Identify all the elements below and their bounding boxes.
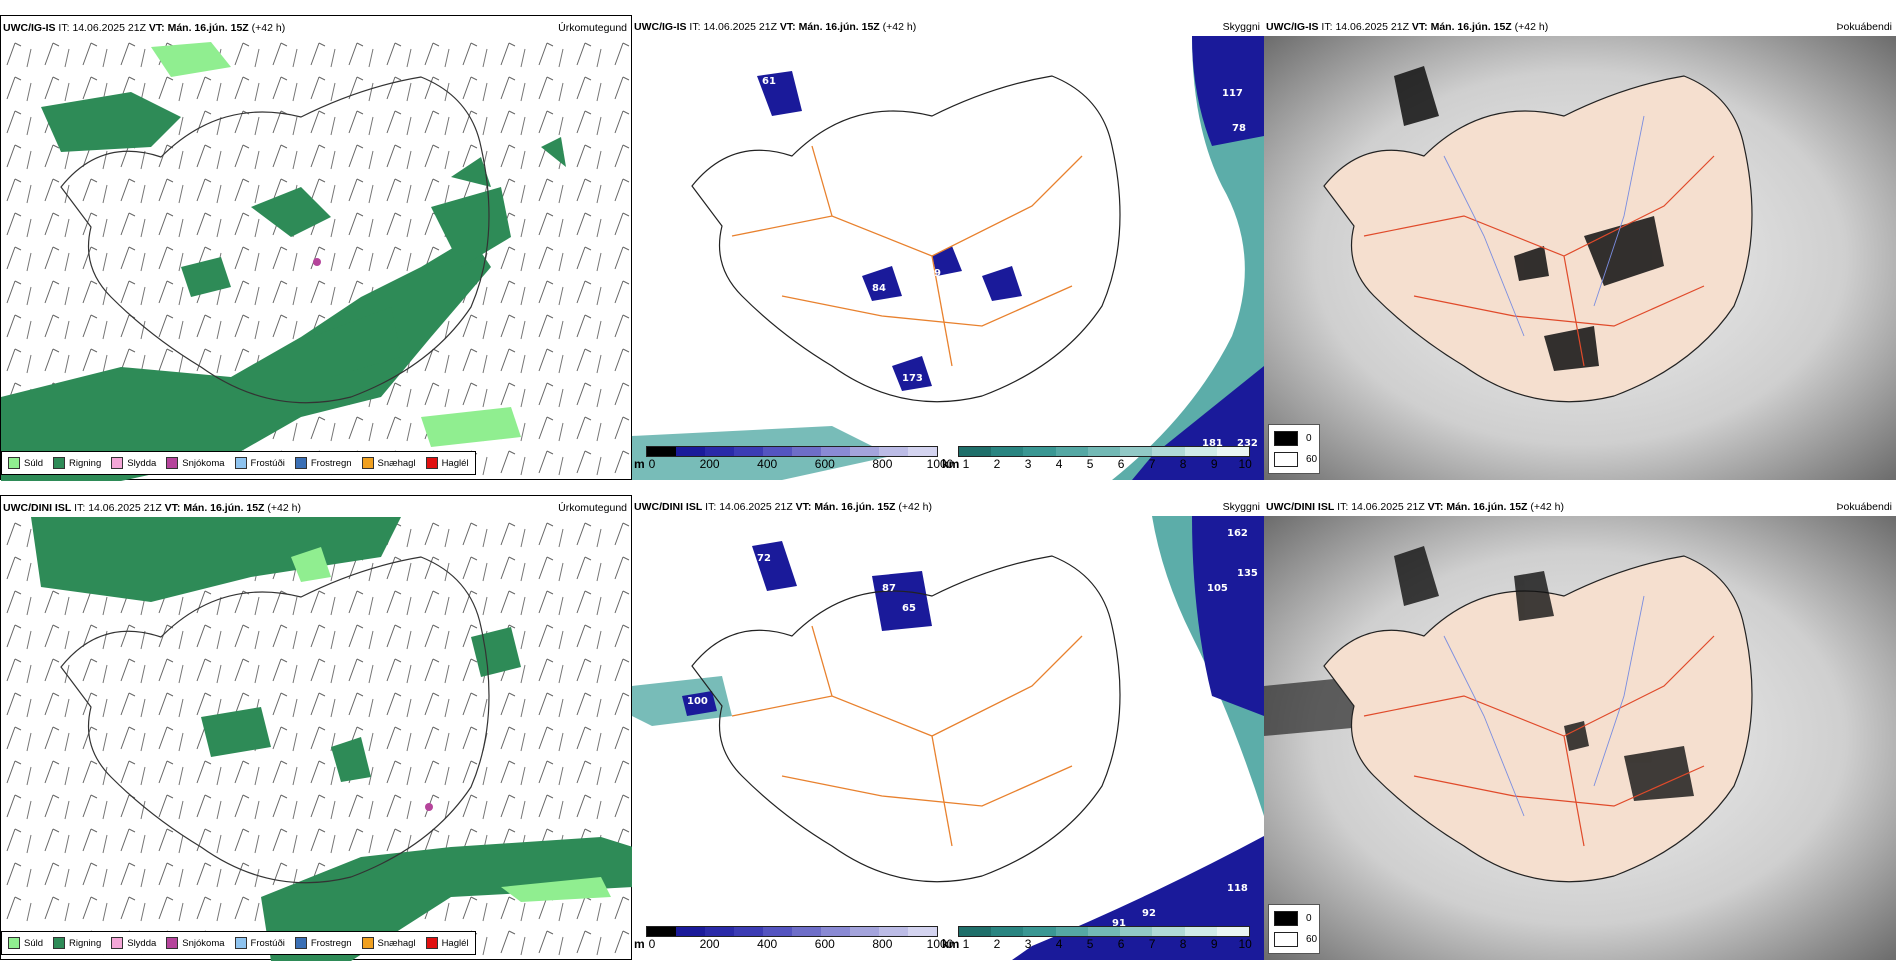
vis-label: 100 [687,696,708,707]
vis-label: 92 [1142,908,1156,919]
fog-legend: 0 60 [1268,904,1320,954]
visibility-scale: km 1 2 3 4 5 6 7 8 9 10 [942,446,1252,476]
panel-header: UWC/IG-IS IT: 14.06.2025 21Z VT: Mán. 16… [1266,21,1549,33]
vis-label: 181 [1202,438,1223,449]
precip-map [1,37,633,481]
visibility-panel-1: UWC/IG-IS IT: 14.06.2025 21Z VT: Mán. 16… [632,15,1264,480]
visibility-panel-2: UWC/DINI ISL IT: 14.06.2025 21Z VT: Mán.… [632,495,1264,960]
legend-item: Snjókoma [166,457,225,469]
fog-index-panel-2: UWC/DINI ISL IT: 14.06.2025 21Z VT: Mán.… [1264,495,1896,960]
vis-label: 173 [902,373,923,384]
panel-title: Úrkomutegund [558,22,627,34]
panel-header: UWC/DINI ISL IT: 14.06.2025 21Z VT: Mán.… [1266,501,1564,513]
panel-title: Skyggni [1222,21,1260,33]
vis-label: 87 [882,583,896,594]
vis-label: 162 [1227,528,1248,539]
fog-index-panel-1: UWC/IG-IS IT: 14.06.2025 21Z VT: Mán. 16… [1264,15,1896,480]
panel-header: UWC/IG-IS IT: 14.06.2025 21Z VT: Mán. 16… [634,21,917,33]
panel-title: Þokuábendi [1836,21,1892,33]
vis-label: 78 [1232,123,1246,134]
panel-header: UWC/DINI ISL IT: 14.06.2025 21Z VT: Mán.… [3,502,301,514]
vis-label: 72 [757,553,771,564]
panel-header: UWC/IG-IS IT: 14.06.2025 21Z VT: Mán. 16… [3,22,286,34]
legend-item: Rigning [53,937,101,949]
legend-item: Snæhagl [361,937,416,949]
legend-item: Slydda [111,937,156,949]
fog-map [1264,36,1896,480]
legend-item: Slydda [111,457,156,469]
legend-item: Haglél [425,937,469,949]
legend-item: Frostregn [294,457,352,469]
legend-item: Rigning [53,457,101,469]
vis-label: 117 [1222,88,1243,99]
terrain-scale: m 0 200 400 600 800 1000 [634,446,953,476]
vis-label: 84 [872,283,886,294]
precip-type-legend: Súld Rigning Slydda Snjókoma Frostúði Fr… [1,931,476,955]
vis-label: 89 [927,268,941,279]
visibility-map: 72 87 65 162 135 105 100 118 91 92 [632,516,1264,960]
vis-label: 65 [902,603,916,614]
visibility-map: 61 224 89 84 173 117 78 181 232 [632,36,1264,480]
visibility-scale: km 1 2 3 4 5 6 7 8 9 10 [942,926,1252,956]
precip-type-panel-2: UWC/DINI ISL IT: 14.06.2025 21Z VT: Mán.… [0,495,633,961]
panel-header: UWC/DINI ISL IT: 14.06.2025 21Z VT: Mán.… [634,501,932,513]
precip-map [1,517,633,961]
legend-item: Haglél [425,457,469,469]
fog-map [1264,516,1896,960]
precip-type-panel-1: UWC/IG-IS IT: 14.06.2025 21Z VT: Mán. 16… [0,15,633,481]
legend-item: Frostúði [234,457,285,469]
legend-item: Súld [8,457,43,469]
precip-type-legend: Súld Rigning Slydda Snjókoma Frostúði Fr… [1,451,476,475]
vis-label: 61 [762,76,776,87]
panel-title: Þokuábendi [1836,501,1892,513]
terrain-scale: m 0 200 400 600 800 1000 [634,926,953,956]
legend-item: Snjókoma [166,937,225,949]
panel-title: Skyggni [1222,501,1260,513]
panel-title: Úrkomutegund [558,502,627,514]
vis-label: 105 [1207,583,1228,594]
legend-item: Súld [8,937,43,949]
vis-label: 224 [802,73,823,84]
vis-label: 118 [1227,883,1248,894]
legend-item: Frostúði [234,937,285,949]
legend-item: Frostregn [294,937,352,949]
vis-label: 91 [1112,918,1126,929]
vis-label: 232 [1237,438,1258,449]
legend-item: Snæhagl [361,457,416,469]
vis-label: 135 [1237,568,1258,579]
fog-legend: 0 60 [1268,424,1320,474]
